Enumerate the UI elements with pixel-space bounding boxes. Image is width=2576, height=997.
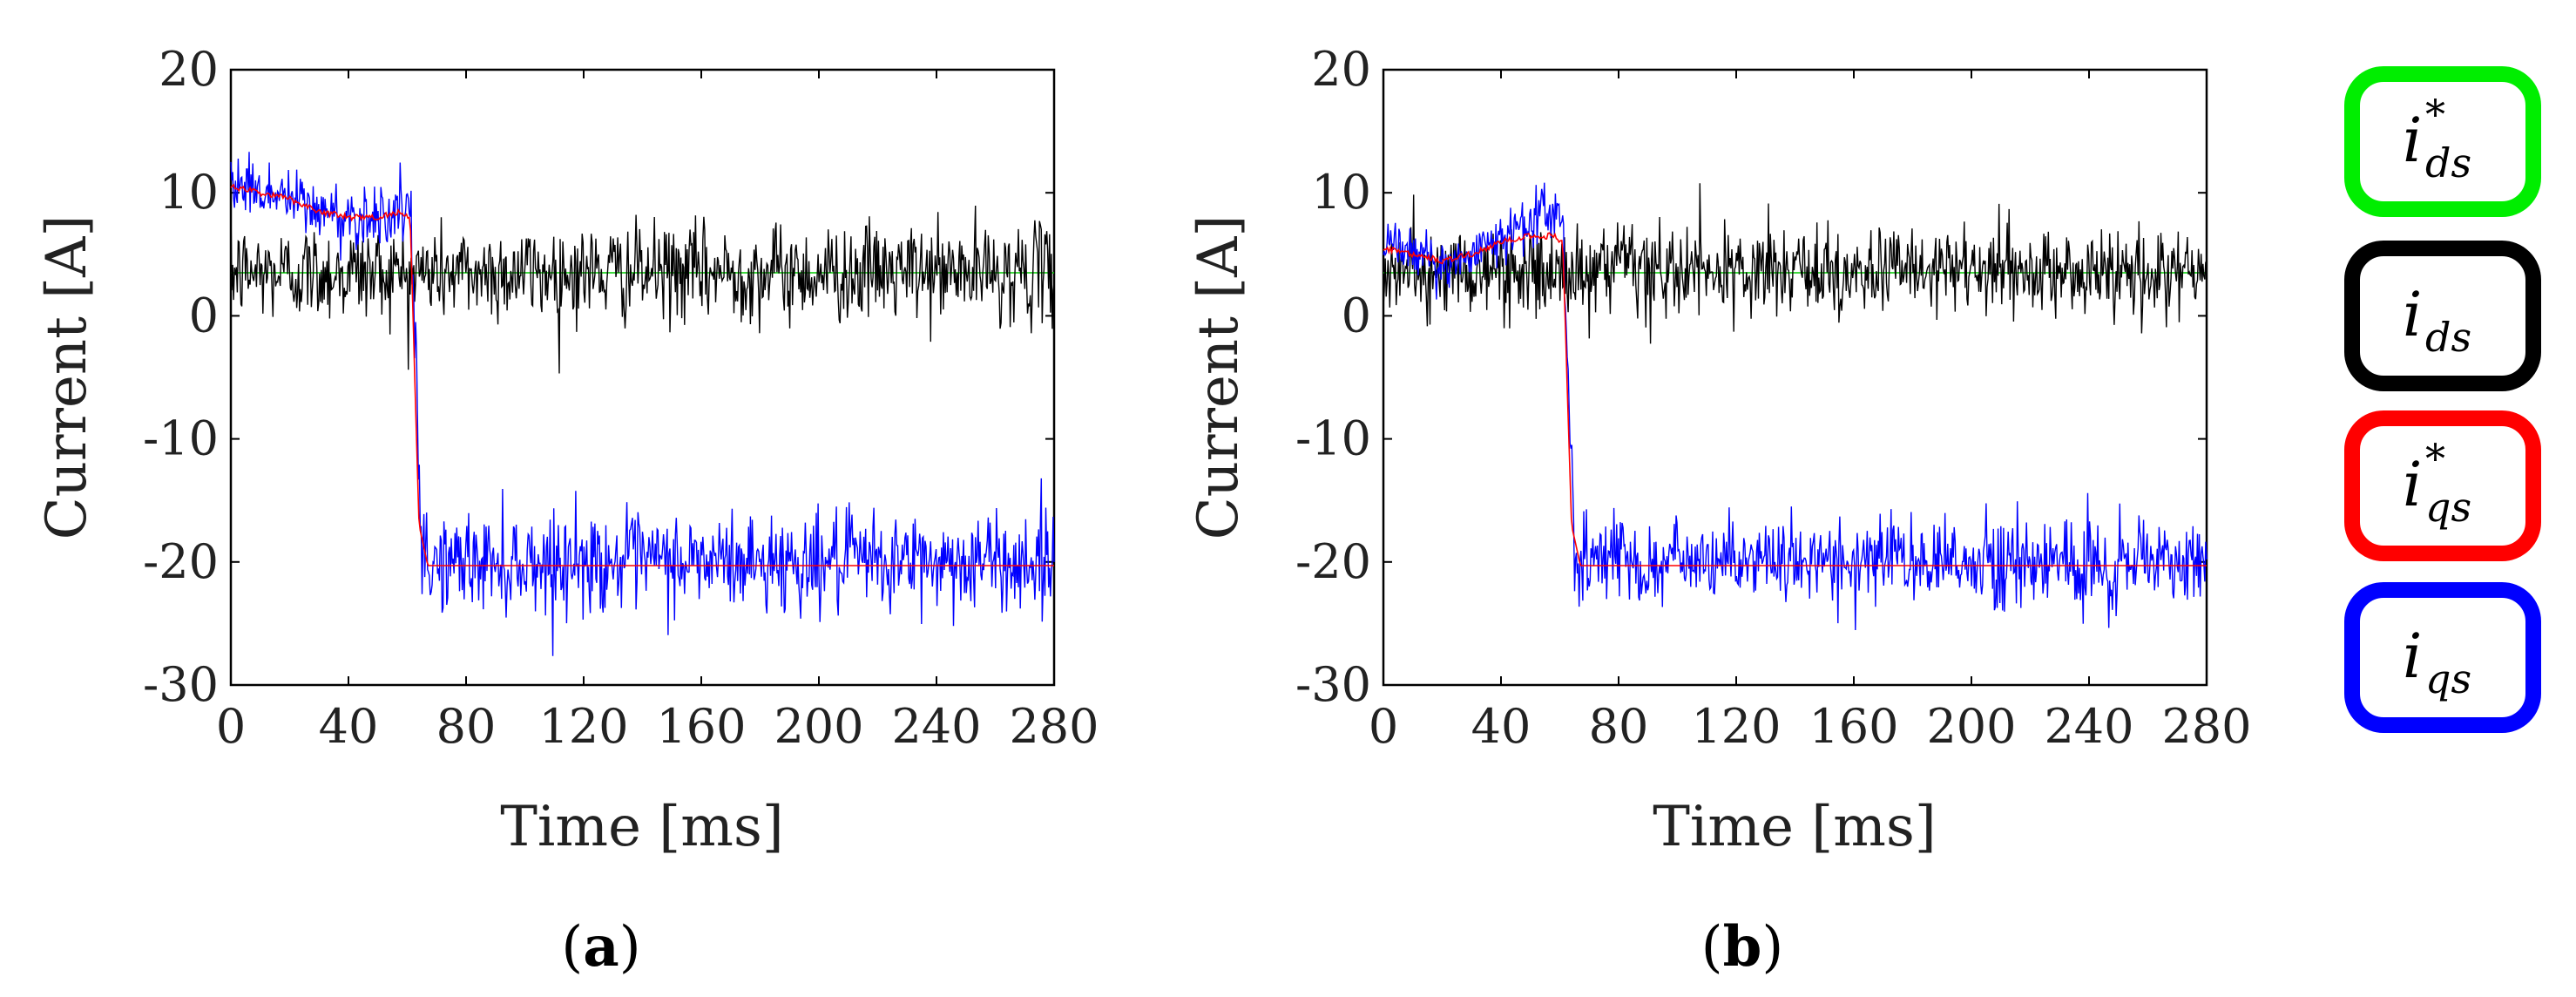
plot-area-b [1382, 68, 2208, 687]
x-tick-label-b: 40 [1471, 699, 1531, 754]
x-tick-label-b: 240 [2044, 699, 2133, 754]
series-line-iqs-a [230, 152, 1055, 656]
y-tick-label-a: 20 [159, 42, 219, 97]
panel-letter-a: a [583, 914, 619, 980]
legend-superscript-2: * [2425, 435, 2445, 482]
axes-a: 0 40 80 120 160 200 240 280 20 10 0 -10 -20 -30 [143, 42, 1099, 754]
y-tick-label-b: 10 [1311, 165, 1371, 220]
x-tick-label-b: 200 [1926, 699, 2016, 754]
panel-label-a: (a) [561, 914, 640, 980]
x-tick-label-a: 120 [538, 699, 628, 754]
series-line-ids-a [230, 205, 1055, 374]
legend-symbol-1: i [2403, 279, 2422, 350]
x-tick-label-a: 200 [774, 699, 863, 754]
series-line-istar-qs-b [1383, 232, 2207, 566]
x-axis-label-a: Time [ms] [500, 795, 784, 859]
legend-symbol-2: i [2403, 449, 2422, 520]
x-tick-label-a: 80 [436, 699, 497, 754]
y-axis-label-b: Current [A] [1187, 215, 1251, 540]
panel-label-b: (b) [1701, 914, 1784, 980]
x-tick-label-b: 120 [1691, 699, 1781, 754]
y-tick-label-b: 0 [1342, 288, 1371, 343]
panel-letter-b: b [1723, 914, 1762, 980]
legend-box-2 [2344, 410, 2541, 561]
x-tick-label-b: 0 [1369, 699, 1398, 754]
legend-superscript-0: * [2425, 91, 2445, 138]
x-tick-label-b: 280 [2161, 699, 2251, 754]
legend-box-0 [2344, 66, 2541, 217]
x-tick-label-a: 40 [319, 699, 379, 754]
legend-symbol-3: i [2403, 621, 2422, 692]
x-tick-label-a: 240 [891, 699, 981, 754]
y-tick-label-a: -30 [143, 657, 219, 712]
x-tick-label-b: 160 [1809, 699, 1898, 754]
legend-symbol-0: i [2403, 105, 2422, 176]
series-line-istar-qs-a [230, 183, 1054, 566]
legend-subscript-1: ds [2425, 314, 2471, 361]
y-tick-label-a: -10 [143, 411, 219, 466]
legend-subscript-2: qs [2425, 484, 2471, 531]
y-tick-label-b: -20 [1295, 534, 1371, 589]
chart-panel-a: 0 40 80 120 160 200 240 280 20 10 0 -10 -20 -30 Time … [35, 42, 1099, 980]
y-tick-label-a: -20 [143, 534, 219, 589]
legend-box-3 [2344, 582, 2541, 733]
legend: i ds*i dsi qs*i qs [2344, 66, 2541, 733]
series-layer-b [1383, 182, 2208, 631]
series-line-ids-b [1383, 183, 2208, 344]
y-axis-label-a: Current [A] [35, 215, 99, 540]
legend-subscript-3: qs [2425, 655, 2471, 702]
x-tick-label-a: 160 [656, 699, 746, 754]
x-tick-label-a: 0 [216, 699, 246, 754]
y-tick-label-a: 10 [159, 165, 219, 220]
x-axis-label-b: Time [ms] [1653, 795, 1937, 859]
y-tick-label-b: 20 [1311, 42, 1371, 97]
x-tick-label-b: 80 [1589, 699, 1649, 754]
y-tick-label-b: -30 [1295, 657, 1371, 712]
x-tick-label-a: 280 [1009, 699, 1099, 754]
axes-b: 0 40 80 120 160 200 240 280 20 10 0 -10 -20 -30 [1295, 42, 2252, 754]
series-line-iqs-b [1383, 182, 2208, 631]
y-tick-label-a: 0 [189, 288, 219, 343]
legend-subscript-0: ds [2425, 139, 2471, 187]
y-tick-label-b: -10 [1295, 411, 1371, 466]
legend-box-1 [2344, 241, 2541, 391]
plot-area-a [229, 68, 1056, 687]
chart-panel-b: 0 40 80 120 160 200 240 280 20 10 0 -10 -20 -30 Time … [1187, 42, 2252, 980]
series-layer-a [230, 152, 1055, 656]
